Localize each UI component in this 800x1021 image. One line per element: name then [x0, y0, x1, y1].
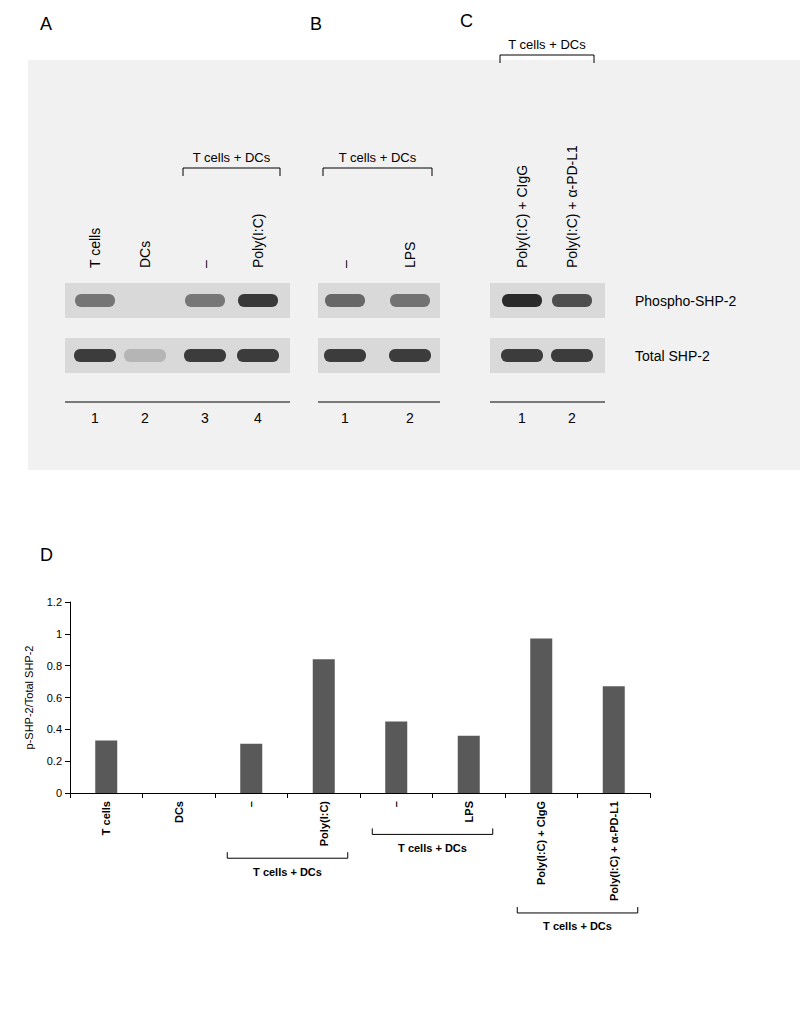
svg-text:DCs: DCs [137, 241, 153, 268]
svg-text:2: 2 [141, 410, 149, 426]
svg-text:0.2: 0.2 [47, 755, 62, 767]
svg-text:Poly(I:C) + α-PD-L1: Poly(I:C) + α-PD-L1 [564, 145, 580, 268]
svg-text:T cells + DCs: T cells + DCs [543, 920, 612, 932]
svg-text:4: 4 [254, 410, 262, 426]
svg-text:1.2: 1.2 [47, 596, 62, 608]
svg-text:Poly(I:C) + CIgG: Poly(I:C) + CIgG [535, 801, 547, 885]
svg-text:DCs: DCs [173, 801, 185, 823]
svg-text:1: 1 [56, 628, 62, 640]
svg-text:1: 1 [341, 410, 349, 426]
svg-text:T cells + DCs: T cells + DCs [339, 150, 417, 165]
svg-text:2: 2 [406, 410, 414, 426]
svg-text:T cells + DCs: T cells + DCs [398, 842, 467, 854]
svg-text:0.8: 0.8 [47, 660, 62, 672]
svg-text:Total SHP-2: Total SHP-2 [635, 348, 710, 364]
svg-text:T cells + DCs: T cells + DCs [193, 150, 271, 165]
svg-text:–: – [337, 260, 353, 268]
svg-text:2: 2 [568, 410, 576, 426]
svg-text:0: 0 [56, 787, 62, 799]
svg-text:LPS: LPS [402, 242, 418, 268]
svg-text:Poly(I:C): Poly(I:C) [250, 214, 266, 268]
svg-text:T cells + DCs: T cells + DCs [253, 866, 322, 878]
svg-text:B: B [310, 14, 322, 34]
svg-text:T cells: T cells [100, 801, 112, 835]
svg-text:T cells + DCs: T cells + DCs [508, 37, 586, 52]
svg-text:LPS: LPS [463, 801, 475, 822]
svg-text:–: – [245, 801, 257, 807]
svg-text:Poly(I:C) + α-PD-L1: Poly(I:C) + α-PD-L1 [608, 801, 620, 901]
svg-text:T cells: T cells [87, 228, 103, 268]
svg-text:Phospho-SHP-2: Phospho-SHP-2 [635, 293, 736, 309]
svg-text:1: 1 [91, 410, 99, 426]
svg-text:–: – [390, 801, 402, 807]
svg-text:C: C [460, 11, 473, 31]
svg-text:p-SHP-2/Total SHP-2: p-SHP-2/Total SHP-2 [23, 646, 35, 750]
svg-text:3: 3 [201, 410, 209, 426]
svg-text:0.4: 0.4 [47, 723, 62, 735]
svg-text:1: 1 [518, 410, 526, 426]
svg-text:Poly(I:C) + CIgG: Poly(I:C) + CIgG [514, 165, 530, 268]
svg-text:Poly(I:C): Poly(I:C) [318, 801, 330, 847]
svg-text:A: A [40, 14, 52, 34]
html-text:D: D [40, 545, 53, 565]
svg-text:0.6: 0.6 [47, 692, 62, 704]
svg-text:–: – [197, 260, 213, 268]
